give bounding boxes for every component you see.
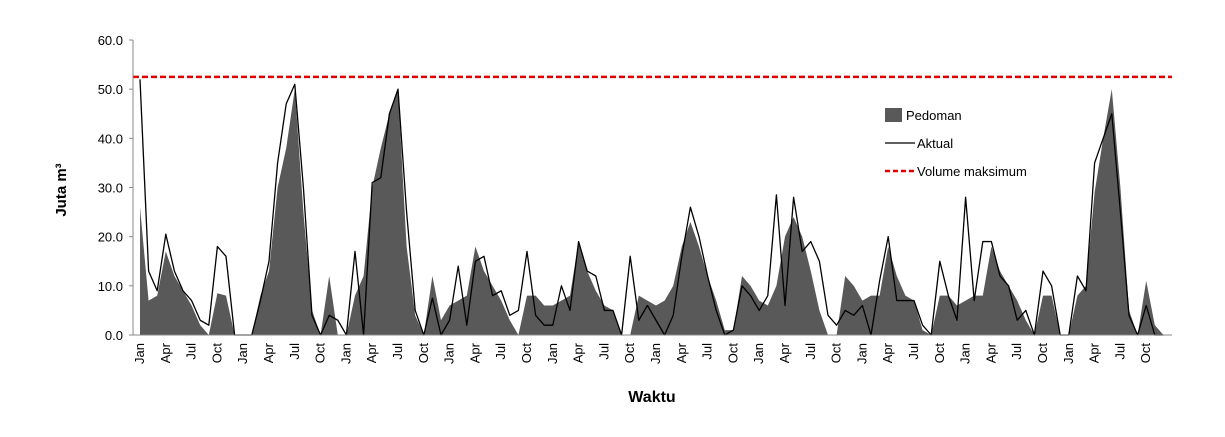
y-tick-label: 0.0 — [105, 328, 123, 343]
x-tick-label: Jul — [493, 343, 508, 360]
legend-label: Aktual — [917, 136, 953, 151]
x-tick-label: Apr — [674, 342, 689, 363]
y-tick-label: 20.0 — [98, 230, 123, 245]
x-tick-label: Oct — [725, 343, 740, 364]
x-tick-label: Jul — [803, 343, 818, 360]
x-tick-label: Oct — [932, 343, 947, 364]
x-tick-label: Oct — [829, 343, 844, 364]
x-tick-label: Oct — [313, 343, 328, 364]
x-tick-label: Jul — [287, 343, 302, 360]
x-tick-label: Oct — [209, 343, 224, 364]
x-tick-label: Jul — [596, 343, 611, 360]
x-tick-label: Apr — [158, 342, 173, 363]
y-tick-label: 50.0 — [98, 82, 123, 97]
x-tick-label: Oct — [519, 343, 534, 364]
y-tick-label: 60.0 — [98, 33, 123, 48]
x-tick-label: Jan — [1061, 343, 1076, 364]
legend-swatch — [885, 108, 902, 122]
x-tick-label: Apr — [261, 342, 276, 363]
x-tick-label: Apr — [777, 342, 792, 363]
x-tick-label: Apr — [571, 342, 586, 363]
x-tick-label: Apr — [880, 342, 895, 363]
x-tick-label: Jan — [338, 343, 353, 364]
x-tick-label: Jan — [751, 343, 766, 364]
x-tick-label: Apr — [1087, 342, 1102, 363]
x-tick-label: Jan — [545, 343, 560, 364]
x-tick-label: Oct — [1138, 343, 1153, 364]
x-tick-label: Apr — [983, 342, 998, 363]
x-tick-label: Jan — [442, 343, 457, 364]
x-tick-label: Jan — [854, 343, 869, 364]
area — [140, 89, 1164, 336]
x-tick-label: Oct — [416, 343, 431, 364]
x-axis-label: Waktu — [628, 389, 675, 406]
x-tick-label: Jul — [184, 343, 199, 360]
line — [139, 79, 1164, 336]
x-tick-label: Jul — [390, 343, 405, 360]
y-axis-label: Juta m³ — [53, 163, 70, 216]
x-tick-label: Jul — [1112, 343, 1127, 360]
x-tick-label: Oct — [622, 343, 637, 364]
x-tick-label: Apr — [364, 342, 379, 363]
x-tick-label: Apr — [467, 342, 482, 363]
x-tick-label: Jan — [235, 343, 250, 364]
x-tick-label: Jan — [132, 343, 147, 364]
x-tick-label: Oct — [1035, 343, 1050, 364]
x-tick-label: Jan — [648, 343, 663, 364]
x-tick-label: Jul — [1009, 343, 1024, 360]
legend-label: Pedoman — [906, 108, 962, 123]
x-tick-label: Jan — [958, 343, 973, 364]
x-tick-label: Jul — [906, 343, 921, 360]
y-tick-label: 30.0 — [98, 181, 123, 196]
y-tick-label: 10.0 — [98, 279, 123, 294]
x-tick-label: Jul — [700, 343, 715, 360]
y-tick-label: 40.0 — [98, 131, 123, 146]
legend-label: Volume maksimum — [917, 164, 1027, 179]
